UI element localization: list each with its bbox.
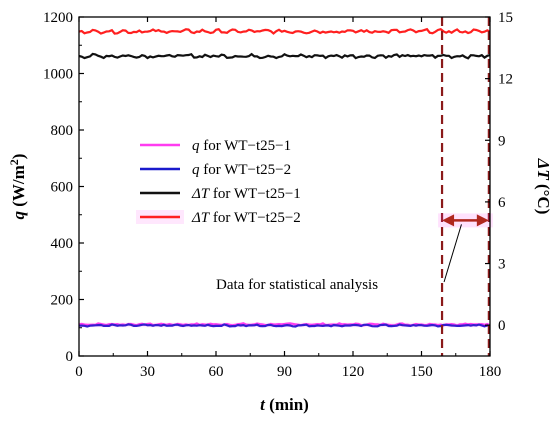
legend-label-1: q for WT−t25−1	[192, 138, 291, 154]
legend-label-2: q for WT−t25−2	[192, 162, 291, 178]
legend-label-italic: ΔT	[191, 186, 211, 202]
y-left-tick-label: 1200	[43, 10, 73, 26]
legend-label-italic: q	[192, 162, 200, 178]
y-left-title-close: )	[9, 154, 28, 160]
y-right-tick-label: 9	[498, 133, 506, 149]
y-left-tick-label: 800	[51, 123, 74, 139]
y-right-tick-label: 0	[498, 318, 506, 334]
legend-label-4: ΔT for WT−t25−2	[191, 210, 301, 226]
y-right-title-rest: (°C)	[534, 180, 550, 215]
legend-label-rest: for WT−t25−2	[200, 162, 292, 178]
series-line-4	[78, 27, 491, 35]
x-axis-title-italic: t	[260, 395, 266, 414]
y-left-tick-label: 1000	[43, 67, 73, 83]
y-right-tick-label: 15	[498, 10, 513, 26]
arrow-head-left	[442, 214, 455, 227]
series-line-3	[78, 52, 491, 60]
y-right-tick-label: 6	[498, 195, 506, 211]
y-right-tick-label: 12	[498, 72, 513, 88]
y-left-title-sup: 2	[7, 159, 21, 165]
y-right-axis-title: ΔT (°C)	[534, 158, 550, 215]
y-left-tick-label: 200	[51, 293, 74, 309]
series-line-2	[78, 323, 491, 328]
legend-label-rest: for WT−t25−1	[200, 138, 292, 154]
x-tick-label: 120	[342, 364, 365, 380]
x-tick-label: 90	[277, 364, 292, 380]
x-tick-label: 150	[410, 364, 433, 380]
annotation-pointer	[443, 224, 462, 283]
x-tick-label: 180	[479, 364, 502, 380]
legend-label-italic: q	[192, 138, 200, 154]
series-halo	[79, 322, 490, 328]
x-tick-label: 30	[140, 364, 155, 380]
legend-label-rest: for WT−t25−2	[209, 210, 301, 226]
legend-label-3: ΔT for WT−t25−1	[191, 186, 301, 202]
y-left-title-italic: q	[9, 210, 28, 219]
x-tick-label: 0	[75, 364, 83, 380]
y-right-tick-label: 3	[498, 257, 506, 273]
arrow-head-right	[476, 214, 489, 227]
annotation-text: Data for statistical analysis	[216, 277, 378, 293]
legend-label-rest: for WT−t25−1	[209, 186, 301, 202]
x-axis-title-rest: (min)	[265, 395, 309, 414]
y-left-tick-label: 0	[66, 349, 74, 365]
y-left-tick-label: 600	[51, 180, 74, 196]
y-left-title-rest: (W/m	[9, 165, 28, 211]
x-tick-label: 60	[209, 364, 224, 380]
y-left-tick-label: 400	[51, 236, 74, 252]
y-right-title-italic: ΔT	[534, 158, 550, 181]
y-left-axis-title: q (W/m2)	[7, 154, 28, 220]
x-axis-title: t (min)	[260, 395, 309, 414]
legend-label-italic: ΔT	[191, 210, 211, 226]
